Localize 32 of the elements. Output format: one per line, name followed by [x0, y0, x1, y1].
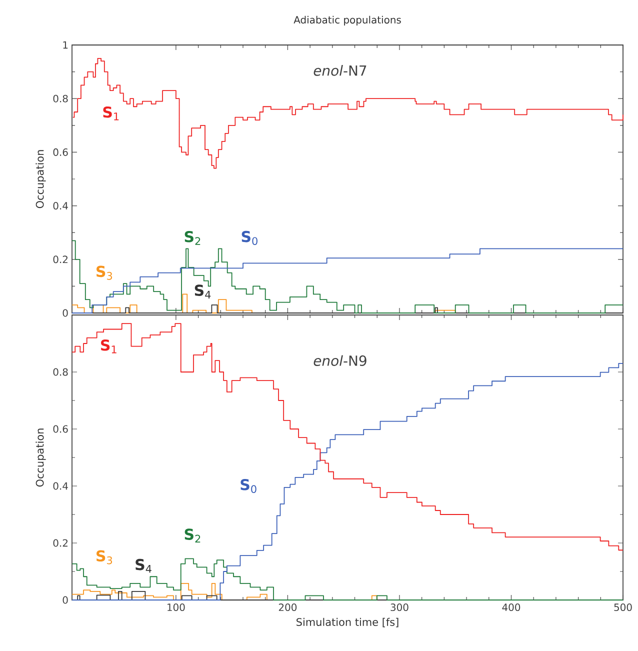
series-label: S$_{3}$: [96, 266, 112, 280]
y-tick-label: 0: [62, 596, 68, 604]
chart-title: Adiabatic populations: [294, 16, 401, 26]
x-tick-label: 500: [614, 604, 632, 612]
series-label: S$_{2}$: [184, 230, 200, 245]
series-label: S$_{3}$: [96, 550, 112, 564]
series-label: S$_{0}$: [240, 478, 256, 494]
x-tick-label: 100: [168, 604, 185, 612]
series-label: S$_{4}$: [194, 284, 211, 298]
y-tick-label: 0.6: [53, 425, 68, 433]
y-tick-label: 0.4: [53, 482, 68, 490]
y-tick-label: 0.8: [53, 368, 68, 376]
y-tick-label: 1: [63, 41, 68, 49]
y-tick-label: 0.4: [53, 202, 68, 210]
y-tick-label: 0: [62, 309, 68, 317]
series-label: S$_{1}$: [103, 106, 119, 120]
x-tick-label: 200: [278, 604, 297, 612]
series-label: S$_{2}$: [184, 528, 200, 543]
y-axis-title: Occupation: [36, 428, 46, 487]
x-axis-title: Simulation time [fs]: [296, 618, 398, 628]
x-tick-label: 300: [390, 604, 408, 612]
series-label: S$_{0}$: [242, 230, 258, 245]
annotation: enol-N7: [314, 65, 366, 76]
y-tick-label: 0.8: [53, 94, 68, 102]
y-axis-title: Occupation: [36, 150, 46, 208]
series-label: S$_{1}$: [101, 339, 116, 354]
y-tick-label: 0.6: [53, 148, 68, 156]
annotation: enol-N9: [314, 355, 366, 366]
series-label: S$_{4}$: [136, 558, 152, 573]
y-tick-label: 0.2: [53, 539, 68, 547]
x-tick-label: 400: [502, 604, 520, 612]
y-tick-label: 0.2: [53, 256, 68, 264]
